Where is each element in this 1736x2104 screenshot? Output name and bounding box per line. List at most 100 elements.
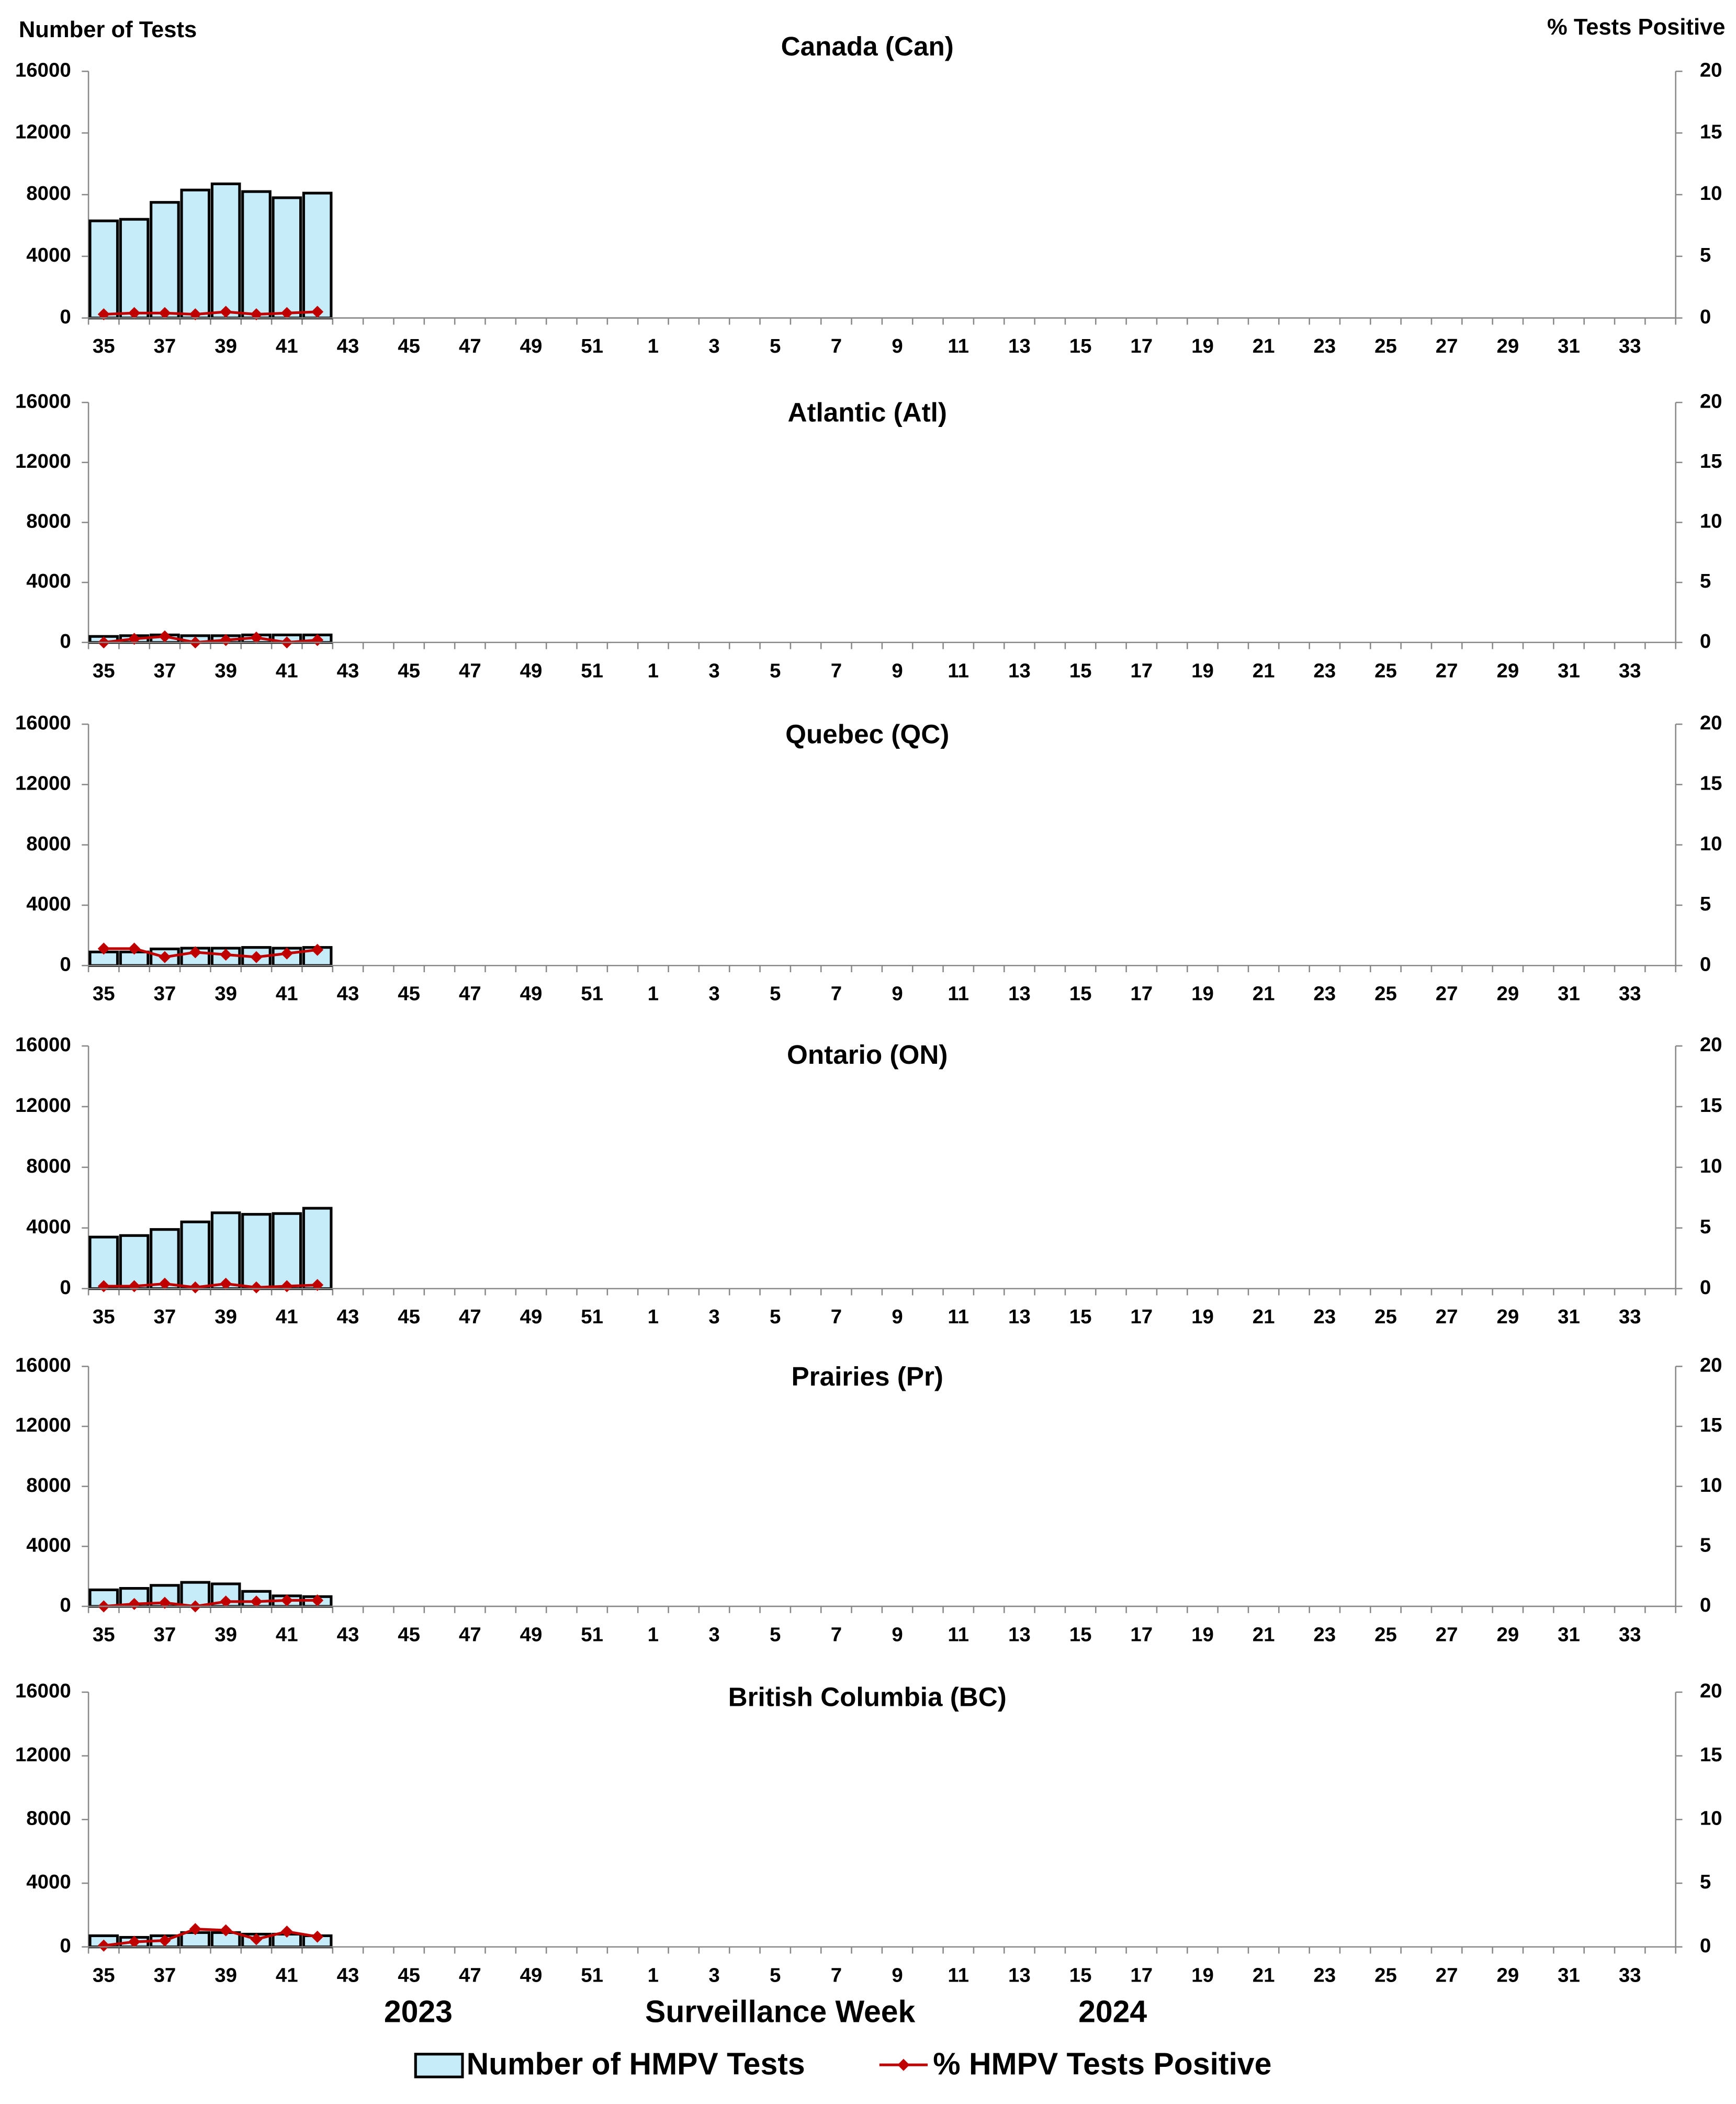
y-tick-label: 0 [60, 953, 71, 975]
x-tick-label: 17 [1130, 1306, 1153, 1328]
x-tick-label: 25 [1374, 983, 1397, 1005]
x-tick-label: 7 [831, 659, 842, 682]
y-tick-label: 16000 [15, 1033, 71, 1056]
x-tick-label: 47 [459, 1306, 481, 1328]
y2-tick-label: 5 [1700, 1216, 1711, 1238]
x-tick-label: 47 [459, 1623, 481, 1646]
x-tick-label: 45 [398, 1623, 420, 1646]
x-tick-label: 11 [948, 659, 969, 682]
x-tick-label: 41 [276, 1964, 298, 1986]
x-tick-label: 7 [831, 983, 842, 1005]
x-tick-label: 43 [337, 335, 359, 357]
x-tick-label: 23 [1313, 659, 1336, 682]
bar [88, 219, 119, 320]
x-tick-label: 51 [581, 1306, 603, 1328]
y2-tick-label: 10 [1700, 1474, 1722, 1497]
line-marker [97, 942, 110, 955]
x-tick-label: 1 [648, 659, 659, 682]
bar [119, 218, 150, 320]
y2-tick-label: 15 [1700, 120, 1722, 143]
x-tick-label: 39 [215, 983, 237, 1005]
x-tick-label: 13 [1008, 1964, 1031, 1986]
y2-tick-label: 15 [1700, 1743, 1722, 1766]
x-tick-label: 21 [1253, 1306, 1275, 1328]
x-tick-label: 31 [1558, 1623, 1580, 1646]
y-tick-label: 8000 [26, 1474, 71, 1497]
x-tick-label: 11 [948, 335, 969, 357]
x-tick-label: 1 [648, 1964, 659, 1986]
x-tick-label: 11 [948, 1306, 969, 1328]
x-tick-label: 13 [1008, 1623, 1031, 1646]
y-tick-label: 0 [60, 1594, 71, 1616]
x-tick-label: 47 [459, 1964, 481, 1986]
y2-tick-label: 5 [1700, 244, 1711, 266]
y2-axis-title: % Tests Positive [1547, 15, 1725, 40]
bar [302, 1207, 333, 1290]
x-tick-label: 15 [1069, 1964, 1092, 1986]
x-tick-label: 13 [1008, 983, 1031, 1005]
x-tick-label: 45 [398, 335, 420, 357]
x-tick-label: 27 [1436, 1623, 1458, 1646]
line-marker [250, 1281, 263, 1293]
x-tick-label: 23 [1313, 1623, 1336, 1646]
x-tick-label: 41 [276, 983, 298, 1005]
x-tick-label: 19 [1191, 335, 1214, 357]
line-marker [250, 1595, 263, 1608]
legend-label: Number of HMPV Tests [467, 2047, 805, 2081]
x-tick-label: 33 [1619, 983, 1641, 1005]
x-tick-label: 47 [459, 659, 481, 682]
x-tick-label: 41 [276, 1306, 298, 1328]
x-tick-label: 27 [1436, 1306, 1458, 1328]
x-tick-label: 17 [1130, 1623, 1153, 1646]
x-tick-label: 11 [948, 983, 969, 1005]
x-tick-label: 5 [770, 335, 781, 357]
x-tick-label: 17 [1130, 335, 1153, 357]
x-tick-label: 49 [520, 335, 543, 357]
y-tick-label: 0 [60, 1934, 71, 1957]
x-tick-label: 33 [1619, 1306, 1641, 1328]
x-tick-label: 37 [154, 335, 176, 357]
x-tick-label: 33 [1619, 335, 1641, 357]
line-marker [97, 1939, 110, 1952]
x-tick-label: 3 [708, 983, 719, 1005]
bar [210, 1211, 241, 1290]
x-tick-label: 51 [581, 335, 603, 357]
x-tick-label: 43 [337, 659, 359, 682]
bar [241, 1213, 272, 1290]
y2-tick-label: 20 [1700, 1033, 1722, 1056]
panel-title: British Columbia (BC) [728, 1682, 1007, 1712]
x-tick-label: 51 [581, 659, 603, 682]
x-tick-label: 19 [1191, 1306, 1214, 1328]
y-tick-label: 4000 [26, 1534, 71, 1556]
y-tick-label: 4000 [26, 1216, 71, 1238]
x-tick-label: 15 [1069, 983, 1092, 1005]
x-tick-label: 49 [520, 1306, 543, 1328]
line-marker [189, 1923, 201, 1936]
y-tick-label: 4000 [26, 244, 71, 266]
bar [272, 196, 302, 320]
x-tick-label: 37 [154, 1306, 176, 1328]
bar [241, 190, 272, 320]
year-label: 2023 [384, 1995, 453, 2029]
x-tick-label: 33 [1619, 659, 1641, 682]
y2-tick-label: 0 [1700, 1276, 1711, 1299]
y-tick-label: 4000 [26, 570, 71, 592]
y2-tick-label: 5 [1700, 1871, 1711, 1893]
x-tick-label: 35 [93, 335, 115, 357]
x-tick-label: 9 [892, 659, 903, 682]
line-marker [280, 947, 293, 960]
x-tick-label: 29 [1496, 1623, 1519, 1646]
x-tick-label: 45 [398, 1306, 420, 1328]
x-tick-label: 45 [398, 659, 420, 682]
y2-tick-label: 5 [1700, 570, 1711, 592]
x-tick-label: 25 [1374, 1623, 1397, 1646]
x-tick-label: 11 [948, 1964, 969, 1986]
y2-tick-label: 0 [1700, 1594, 1711, 1616]
x-tick-label: 43 [337, 983, 359, 1005]
line-marker [311, 943, 324, 956]
x-tick-label: 39 [215, 1306, 237, 1328]
x-tick-label: 23 [1313, 1964, 1336, 1986]
x-tick-label: 31 [1558, 1306, 1580, 1328]
x-tick-label: 41 [276, 1623, 298, 1646]
x-tick-label: 17 [1130, 983, 1153, 1005]
